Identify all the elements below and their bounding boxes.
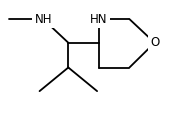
Text: HN: HN <box>90 13 108 26</box>
Text: O: O <box>150 36 159 49</box>
Text: NH: NH <box>34 13 52 26</box>
